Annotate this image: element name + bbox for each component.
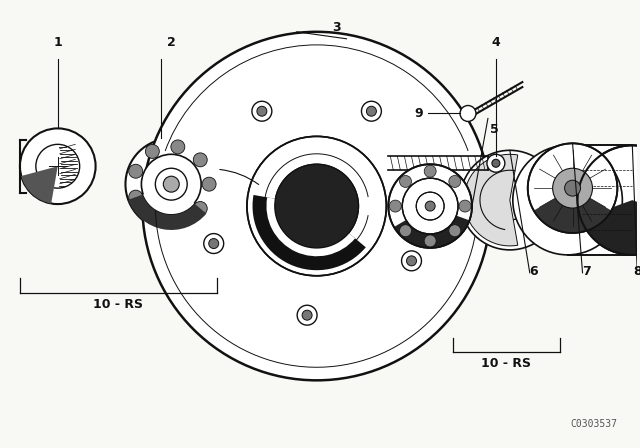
Circle shape bbox=[193, 153, 207, 167]
Bar bbox=[568, 145, 632, 255]
Circle shape bbox=[399, 225, 412, 237]
Wedge shape bbox=[21, 166, 58, 203]
Circle shape bbox=[297, 305, 317, 325]
Circle shape bbox=[125, 138, 217, 230]
Circle shape bbox=[209, 239, 219, 249]
Circle shape bbox=[129, 190, 143, 204]
Wedge shape bbox=[128, 184, 206, 230]
Wedge shape bbox=[253, 195, 366, 270]
Circle shape bbox=[424, 235, 436, 247]
Circle shape bbox=[406, 256, 417, 266]
Text: 6: 6 bbox=[530, 265, 538, 278]
Text: 1: 1 bbox=[53, 36, 62, 49]
Text: 7: 7 bbox=[582, 265, 591, 278]
Wedge shape bbox=[394, 206, 470, 248]
Circle shape bbox=[388, 164, 472, 248]
Circle shape bbox=[460, 106, 476, 121]
Circle shape bbox=[399, 176, 412, 187]
Circle shape bbox=[449, 225, 461, 237]
Circle shape bbox=[459, 200, 471, 212]
Circle shape bbox=[449, 176, 461, 187]
Circle shape bbox=[490, 180, 530, 220]
Circle shape bbox=[20, 129, 95, 204]
Circle shape bbox=[252, 101, 272, 121]
Circle shape bbox=[145, 210, 159, 224]
Text: 8: 8 bbox=[633, 265, 640, 278]
Circle shape bbox=[553, 168, 593, 208]
Circle shape bbox=[564, 180, 580, 196]
Circle shape bbox=[401, 251, 422, 271]
Circle shape bbox=[367, 106, 376, 116]
Text: 5: 5 bbox=[490, 124, 499, 137]
Wedge shape bbox=[464, 154, 518, 246]
Circle shape bbox=[492, 159, 500, 167]
Circle shape bbox=[141, 154, 201, 214]
Circle shape bbox=[528, 143, 618, 233]
Circle shape bbox=[145, 144, 159, 159]
Circle shape bbox=[156, 168, 188, 200]
Circle shape bbox=[487, 154, 505, 172]
Text: 3: 3 bbox=[332, 21, 341, 34]
Circle shape bbox=[513, 145, 622, 255]
Circle shape bbox=[424, 165, 436, 177]
Wedge shape bbox=[266, 198, 355, 256]
Circle shape bbox=[425, 201, 435, 211]
Wedge shape bbox=[534, 188, 611, 233]
Text: 4: 4 bbox=[492, 36, 500, 49]
Circle shape bbox=[460, 151, 559, 250]
Wedge shape bbox=[407, 206, 455, 233]
Circle shape bbox=[403, 178, 458, 234]
Text: 10 - RS: 10 - RS bbox=[93, 297, 143, 310]
Circle shape bbox=[36, 144, 79, 188]
Circle shape bbox=[362, 101, 381, 121]
Circle shape bbox=[577, 145, 640, 255]
Circle shape bbox=[275, 164, 358, 248]
Circle shape bbox=[275, 164, 358, 248]
Circle shape bbox=[204, 233, 224, 254]
Circle shape bbox=[202, 177, 216, 191]
Circle shape bbox=[389, 200, 401, 212]
Text: 9: 9 bbox=[415, 107, 423, 120]
Text: C0303537: C0303537 bbox=[570, 419, 618, 429]
Wedge shape bbox=[581, 200, 640, 255]
Circle shape bbox=[171, 140, 185, 154]
Circle shape bbox=[142, 32, 491, 380]
Text: 2: 2 bbox=[167, 36, 175, 49]
Wedge shape bbox=[143, 184, 194, 214]
Circle shape bbox=[247, 136, 387, 276]
Circle shape bbox=[257, 106, 267, 116]
Circle shape bbox=[163, 176, 179, 192]
Text: 10 - RS: 10 - RS bbox=[481, 358, 531, 370]
Circle shape bbox=[193, 202, 207, 215]
Circle shape bbox=[171, 215, 185, 228]
Circle shape bbox=[416, 192, 444, 220]
Circle shape bbox=[129, 164, 143, 178]
Circle shape bbox=[302, 310, 312, 320]
